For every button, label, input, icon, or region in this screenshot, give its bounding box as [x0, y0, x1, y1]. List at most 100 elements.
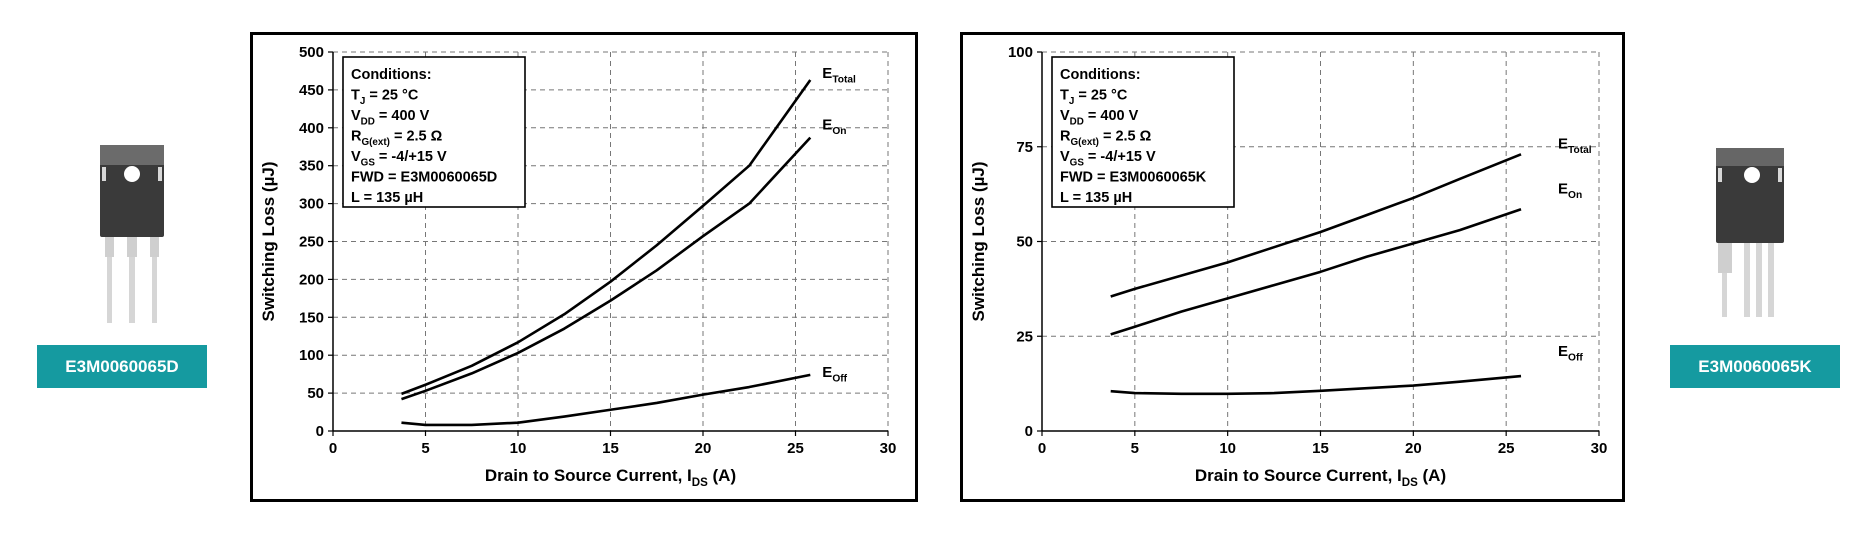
x-axis-label-main: Drain to Source Current, I: [1195, 466, 1402, 485]
condition-line-sub: GS: [361, 157, 376, 168]
package-body: [1716, 148, 1784, 243]
condition-line: VGS = -4/+15 V: [1060, 149, 1156, 168]
lead-3: [152, 257, 157, 323]
condition-line-sub: J: [360, 96, 365, 107]
switching-loss-chart-e3m0060065d: 0 5 10 15 20 25 300501001502002503003504004505…: [250, 32, 918, 502]
condition-line: TJ = 25 °C: [351, 88, 419, 107]
y-tick-label: 450: [299, 82, 324, 99]
condition-line-sub: G(ext): [1070, 137, 1098, 148]
series-label-total: ETotal: [1558, 135, 1592, 156]
x-tick-label: 5: [421, 440, 429, 457]
series-line-off: [401, 373, 811, 427]
x-tick-label: 25: [787, 440, 804, 457]
series-label-off-main: E: [822, 364, 832, 381]
series-label-total-main: E: [822, 65, 832, 82]
x-axis-label-main: Drain to Source Current, I: [485, 466, 692, 485]
switching-loss-chart-e3m0060065k: 0 5 10 15 20 25 30 0 25 50 75 100 Drain to Source Cu…: [960, 32, 1625, 502]
x-tick-label: 15: [1312, 440, 1329, 457]
lead-4: [1768, 243, 1774, 317]
condition-line: Conditions:: [351, 67, 432, 83]
y-tick-label: 50: [1016, 234, 1033, 251]
y-tick-label: 300: [299, 196, 324, 213]
series-label-on-sub: On: [832, 126, 846, 137]
condition-line-main: V: [1060, 108, 1070, 124]
y-tick-label: 75: [1016, 139, 1033, 156]
series-label-on: EOn: [1558, 180, 1582, 201]
x-tick-label: 30: [880, 440, 897, 457]
x-tick-label: 30: [1591, 440, 1608, 457]
x-tick-label: 0: [1038, 440, 1046, 457]
lead-3: [1756, 243, 1762, 317]
condition-line-main: FWD = E3M0060065D: [351, 170, 497, 186]
y-axis-label: Switching Loss (µJ): [969, 162, 988, 322]
to247-3-package-image: [100, 145, 164, 323]
series-label-on-main: E: [822, 117, 832, 134]
series-label-off: EOff: [822, 364, 847, 385]
condition-line-main: L = 135 µH: [1060, 190, 1132, 206]
condition-line-main: Conditions:: [351, 67, 432, 83]
condition-line-tail: = 25 °C: [365, 88, 418, 104]
condition-line-tail: = 400 V: [375, 108, 430, 124]
y-tick-label: 250: [299, 234, 324, 251]
x-tick-label: 20: [695, 440, 712, 457]
x-tick-label: 0: [329, 440, 337, 457]
x-tick-label: 15: [602, 440, 619, 457]
package-body: [100, 145, 164, 237]
series-label-on-sub: On: [1568, 190, 1582, 201]
condition-line: VDD = 400 V: [351, 108, 430, 127]
x-tick-label: 10: [510, 440, 527, 457]
lead-1: [107, 257, 112, 323]
y-tick-label: 200: [299, 271, 324, 288]
condition-line-tail: = 2.5 Ω: [1099, 129, 1152, 145]
series-label-total: ETotal: [822, 65, 856, 86]
condition-line-main: V: [351, 149, 361, 165]
condition-line-main: T: [1060, 88, 1069, 104]
condition-line-sub: J: [1069, 96, 1074, 107]
series-label-on-main: E: [1558, 180, 1568, 197]
y-tick-label: 50: [307, 385, 324, 402]
condition-line: L = 135 µH: [1060, 190, 1132, 206]
series-label-total-sub: Total: [1568, 145, 1592, 156]
x-tick-label: 5: [1131, 440, 1139, 457]
conditions-box: [342, 56, 526, 208]
y-tick-label: 400: [299, 120, 324, 137]
condition-line-tail: = -4/+15 V: [1084, 149, 1156, 165]
y-tick-label: 100: [299, 347, 324, 364]
lead-1: [1722, 273, 1727, 317]
y-tick-label: 150: [299, 309, 324, 326]
mounting-hole: [1744, 167, 1760, 183]
condition-line: L = 135 µH: [351, 190, 423, 206]
condition-line-tail: = -4/+15 V: [375, 149, 447, 165]
y-tick-label: 500: [299, 44, 324, 61]
series-label-off: EOff: [1558, 343, 1583, 364]
condition-line-tail: = 2.5 Ω: [390, 129, 443, 145]
x-axis-label-sub: DS: [1402, 477, 1418, 489]
y-tick-label: 350: [299, 158, 324, 175]
x-axis-label-tail: (A): [708, 466, 736, 485]
condition-line-tail: = 400 V: [1084, 108, 1139, 124]
condition-line-main: R: [351, 129, 362, 145]
mounting-hole: [124, 166, 140, 182]
lead-2: [1744, 243, 1750, 317]
series-label-off-sub: Off: [832, 373, 847, 384]
series-line-on: [1110, 208, 1522, 336]
series-line-total: [400, 79, 812, 396]
series-label-total-main: E: [1558, 135, 1568, 152]
condition-line: FWD = E3M0060065K: [1060, 170, 1207, 186]
y-tick-label: 25: [1016, 328, 1033, 345]
condition-line-sub: DD: [361, 116, 375, 127]
x-axis-label-sub: DS: [692, 477, 708, 489]
condition-line-main: R: [1060, 129, 1071, 145]
package-tab: [1716, 148, 1784, 166]
condition-line-main: Conditions:: [1060, 67, 1141, 83]
series-line-total: [1110, 153, 1522, 298]
grid-lines: [333, 51, 889, 431]
condition-line-sub: G(ext): [361, 137, 389, 148]
condition-line: Conditions:: [1060, 67, 1141, 83]
condition-line-main: V: [351, 108, 361, 124]
condition-line: TJ = 25 °C: [1060, 88, 1128, 107]
series-line-on: [401, 136, 812, 401]
condition-line-main: L = 135 µH: [351, 190, 423, 206]
x-tick-label: 20: [1405, 440, 1422, 457]
package-tab: [100, 145, 164, 165]
